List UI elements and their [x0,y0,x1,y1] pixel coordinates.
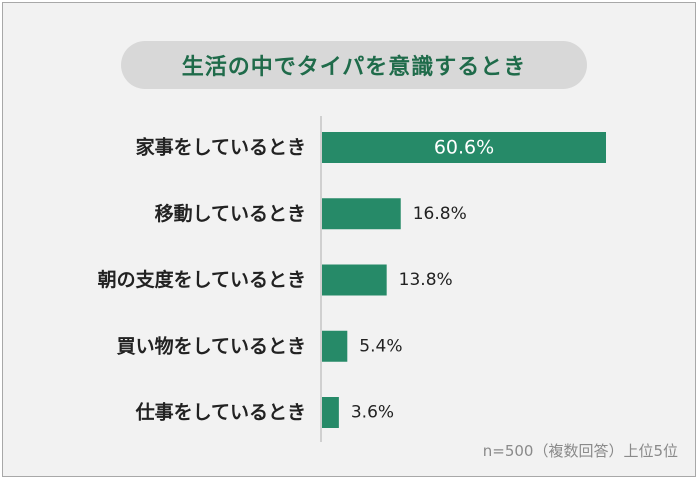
value-label: 16.8% [413,204,467,224]
bar [322,397,339,428]
category-label: 家事をしているとき [136,136,306,159]
bar [322,198,401,230]
category-label: 仕事をしているとき [135,401,306,424]
value-label: 5.4% [359,336,402,356]
value-label: 13.8% [399,270,453,290]
value-label: 3.6% [351,403,394,423]
chart-title: 生活の中でタイパを意識するとき [121,41,587,89]
sample-note: n=500（複数回答）上位5位 [482,442,678,460]
chart-frame: 生活の中でタイパを意識するとき [2,2,696,477]
bar [322,264,387,296]
bar [322,330,348,362]
category-label: 朝の支度をしているとき [98,268,306,291]
bar [322,132,606,163]
category-label: 買い物をしているとき [117,334,306,357]
category-label: 移動しているとき [155,202,306,225]
value-label: 60.6% [434,137,494,159]
